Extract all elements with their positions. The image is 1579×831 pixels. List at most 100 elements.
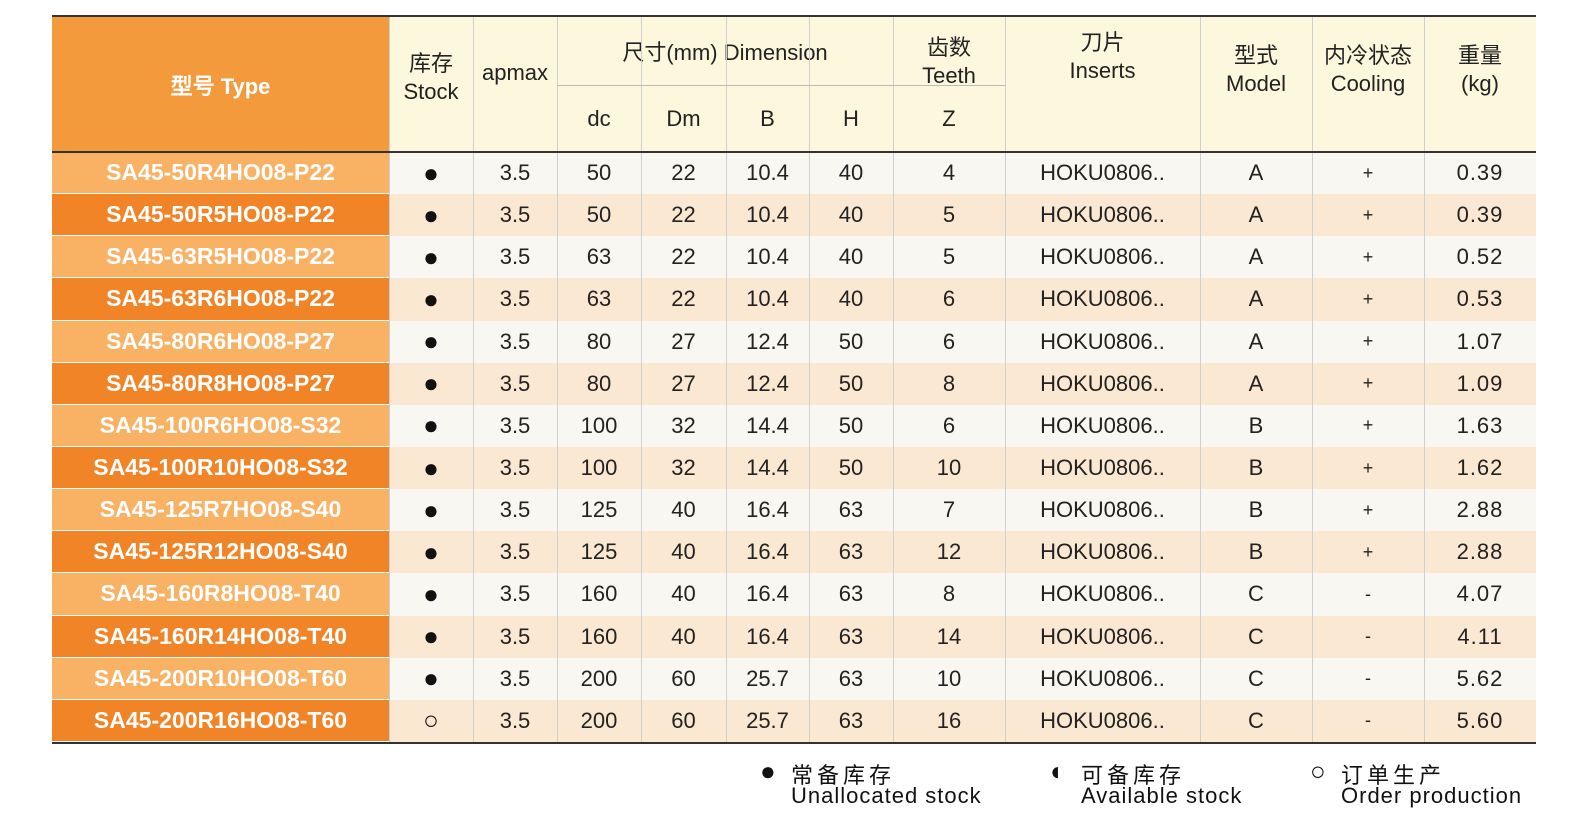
cell: 40 [671,539,696,565]
cell: 32 [671,412,696,438]
cell: 80 [586,370,612,396]
cell: + [1362,331,1374,352]
cell: 3.5 [499,497,531,523]
row-bg [389,615,1536,658]
cell: 0.52 [1456,244,1504,270]
header-inserts-line: 刀片 [1080,29,1125,55]
cell: 63 [586,244,612,270]
stock-symbol: ● [423,368,439,399]
type-cell: SA45-80R6HO08-P27 [52,320,389,363]
stock-symbol: ● [423,663,439,694]
header-dim: B [760,105,775,131]
legend-cn: 可备库存 [1081,763,1186,788]
cell: HOKU0806.. [1040,497,1165,523]
legend-en: Order production [1341,783,1523,808]
cell: 3.5 [499,539,531,565]
cell: 22 [671,160,696,186]
legend-en: Available stock [1081,783,1243,808]
stock-symbol: ● [423,621,439,652]
header-weight-line: (kg) [1461,70,1499,96]
row-bg [389,489,1536,532]
type-cell: SA45-63R5HO08-P22 [52,236,389,279]
cell: 10.4 [746,244,789,270]
row-bg [389,657,1536,700]
row-bg [389,362,1536,405]
cell: HOKU0806.. [1040,286,1165,312]
stock-symbol: ● [423,157,439,188]
cell: 100 [580,412,618,438]
cell: + [1362,457,1374,478]
header-dim: H [843,105,859,131]
cell: HOKU0806.. [1040,623,1165,649]
cell: 63 [838,539,864,565]
cell: 5 [942,202,956,228]
cell: C [1248,623,1264,649]
cell: 160 [580,581,618,607]
row-bg [389,699,1536,742]
cell: 0.53 [1456,286,1504,312]
cell: 5 [942,244,956,270]
cell: 50 [838,412,864,438]
cell: 16.4 [746,581,789,607]
cell: 8 [942,370,956,396]
cell: A [1248,202,1264,228]
cell: HOKU0806.. [1040,412,1165,438]
cell: 50 [586,202,612,228]
cell: 200 [580,707,618,733]
cell: HOKU0806.. [1040,581,1165,607]
row-bg [389,278,1536,321]
cell: HOKU0806.. [1040,370,1165,396]
cell: + [1362,373,1374,394]
cell: 3.5 [499,286,531,312]
stock-symbol: ● [423,199,439,230]
bottom-rule [52,741,1536,744]
header-z: Z [942,105,956,131]
row-bg [389,152,1536,195]
cell: - [1365,710,1371,731]
cell: 40 [838,244,864,270]
cell: 60 [671,707,696,733]
cell: 10 [936,455,962,481]
cell: 25.7 [746,665,789,691]
type-cell: SA45-100R6HO08-S32 [52,404,389,447]
cell: 6 [942,286,956,312]
cell: HOKU0806.. [1040,539,1165,565]
cell: A [1248,328,1264,354]
type-cell: SA45-80R8HO08-P27 [52,362,389,405]
cell: 200 [580,665,618,691]
cell: 2.88 [1456,497,1504,523]
legend-en: Unallocated stock [791,783,982,808]
col-line [1312,17,1313,742]
cell: 40 [671,497,696,523]
cell: 63 [586,286,612,312]
cell: 125 [580,539,618,565]
stock-symbol: ● [423,241,439,272]
cell: 3.5 [499,707,531,733]
cell: 40 [838,202,864,228]
cell: 14 [936,623,962,649]
header-cooling-line: Cooling [1330,70,1406,96]
cell: 3.5 [499,412,531,438]
cell: 3.5 [499,581,531,607]
cell: 40 [671,581,696,607]
cell: 1.07 [1456,328,1504,354]
legend-cn: 订单生产 [1341,763,1446,788]
cell: 10.4 [746,160,789,186]
cell: - [1365,668,1371,689]
type-cell: SA45-160R14HO08-T40 [52,615,389,658]
header-teeth: 齿数 Teeth [893,21,1005,102]
type-cell: SA45-50R5HO08-P22 [52,194,389,237]
cell: 0.39 [1456,160,1504,186]
cell: A [1248,244,1264,270]
cell: 12.4 [746,328,789,354]
teeth-line [893,85,1005,86]
row-bg [389,531,1536,574]
type-cell: SA45-63R6HO08-P22 [52,278,389,321]
cell: 8 [942,581,956,607]
cell: 14.4 [746,412,789,438]
col-line [809,17,810,742]
header-dim: Dm [666,105,701,131]
col-line [726,17,727,742]
cell: HOKU0806.. [1040,707,1165,733]
cell: HOKU0806.. [1040,160,1165,186]
